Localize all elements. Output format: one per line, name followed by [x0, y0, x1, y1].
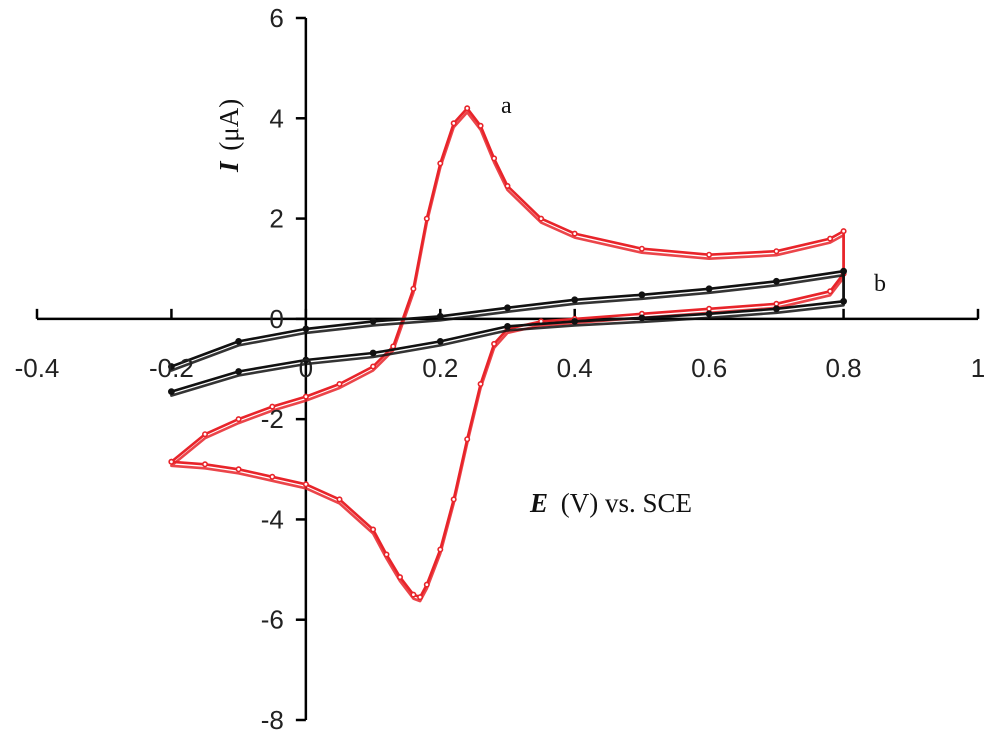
series-a-point — [840, 228, 847, 235]
x-tick-label: 0.4 — [557, 353, 593, 383]
series-b-point — [369, 317, 377, 325]
series-a-point — [491, 340, 498, 347]
y-tick-label: 6 — [269, 3, 283, 33]
series-a-point — [336, 380, 343, 387]
series-b-point — [638, 291, 646, 299]
series-a-point — [202, 431, 209, 438]
series-a-point — [302, 481, 309, 488]
series-b-point — [302, 356, 310, 364]
series-a-point — [396, 574, 403, 581]
series-a-point — [423, 215, 430, 222]
series-b-point — [235, 368, 242, 375]
series-a-line — [170, 107, 845, 599]
series-b-point — [436, 312, 444, 320]
series-a-point — [437, 546, 444, 553]
series-a-point — [477, 380, 484, 387]
series-a-point — [638, 245, 645, 252]
y-axis-unit: (μA) — [214, 99, 244, 151]
series-a-point — [202, 461, 209, 468]
series-a-point — [464, 436, 471, 443]
x-tick-label: 0.2 — [422, 353, 458, 383]
series-b-point — [235, 337, 242, 345]
series-b-point — [167, 388, 175, 395]
series-a-point — [450, 496, 457, 503]
series-b-point — [571, 317, 579, 325]
series-a-point — [302, 393, 309, 400]
x-axis-unit: (V) vs. SCE — [561, 488, 692, 518]
series-a-point — [706, 251, 713, 258]
tick-labels: -0.4 -0.2 0 0.2 0.4 0.6 0.8 1 6 4 2 0 -2 -4 -6 -8 — [15, 3, 986, 735]
series-a-point — [410, 591, 417, 598]
series-a-point — [571, 230, 578, 237]
series-a-point — [827, 235, 834, 242]
series-a-point — [370, 526, 377, 533]
series-a-point — [383, 551, 390, 558]
series-layer — [167, 105, 847, 603]
series-b-point — [436, 337, 444, 345]
series-a-point — [491, 155, 498, 162]
series-a-point — [235, 466, 242, 473]
y-tick-label: 0 — [269, 304, 283, 334]
axes — [37, 18, 978, 720]
y-tick-label: -8 — [261, 705, 284, 735]
series-a-point — [168, 458, 175, 465]
series-a-point — [269, 473, 276, 480]
x-axis-title: E (V) vs. SCE — [529, 488, 692, 518]
series-a-point — [390, 343, 397, 350]
series-b-line-second-scan — [170, 273, 845, 397]
series-a-point — [773, 248, 780, 255]
series-a-point — [538, 215, 545, 222]
series-b-point — [773, 277, 780, 285]
axis-ticks — [35, 16, 980, 722]
y-axis-variable: I — [214, 160, 244, 173]
series-b-point — [167, 363, 175, 370]
series-a-point — [269, 403, 276, 410]
series-b-point — [705, 285, 713, 293]
series-a-point — [450, 120, 457, 127]
series-a-point — [370, 363, 377, 370]
y-tick-label: 2 — [269, 204, 283, 234]
x-axis-variable: E — [529, 488, 548, 518]
series-a-point — [336, 496, 343, 503]
series-a-point — [235, 416, 242, 423]
series-label-b: b — [874, 271, 886, 297]
x-tick-label: 1 — [971, 353, 985, 383]
series-a-point — [477, 122, 484, 129]
y-tick-label: -2 — [261, 404, 284, 434]
series-b-point — [773, 305, 780, 313]
series-a-point — [423, 581, 430, 588]
x-tick-label: 0 — [299, 353, 313, 383]
series-a-point — [773, 300, 780, 307]
series-a-point — [827, 288, 834, 295]
x-tick-label: 0.8 — [825, 353, 861, 383]
series-b-point — [504, 304, 511, 312]
series-b-point — [705, 310, 713, 318]
x-tick-label: 0.6 — [691, 353, 727, 383]
series-a-point — [410, 285, 417, 292]
series-b-point — [840, 297, 847, 305]
series-b-point — [638, 314, 646, 322]
series-a-point — [504, 183, 511, 190]
series-b-point — [302, 325, 310, 333]
series-b-point — [369, 349, 377, 357]
series-a-point — [417, 594, 424, 601]
y-axis-title: I (μA) — [214, 99, 244, 173]
y-tick-label: -4 — [261, 504, 284, 534]
series-label-a: a — [501, 93, 512, 119]
series-a-point — [464, 105, 471, 112]
series-a-point — [706, 305, 713, 312]
x-tick-label: -0.2 — [149, 353, 194, 383]
y-tick-label: -6 — [261, 605, 284, 635]
y-tick-label: 4 — [269, 103, 283, 133]
series-b-point — [840, 267, 847, 275]
series-b-point — [571, 296, 579, 304]
x-tick-label: -0.4 — [15, 353, 60, 383]
series-a-point — [437, 160, 444, 167]
series-b-point — [504, 322, 511, 330]
